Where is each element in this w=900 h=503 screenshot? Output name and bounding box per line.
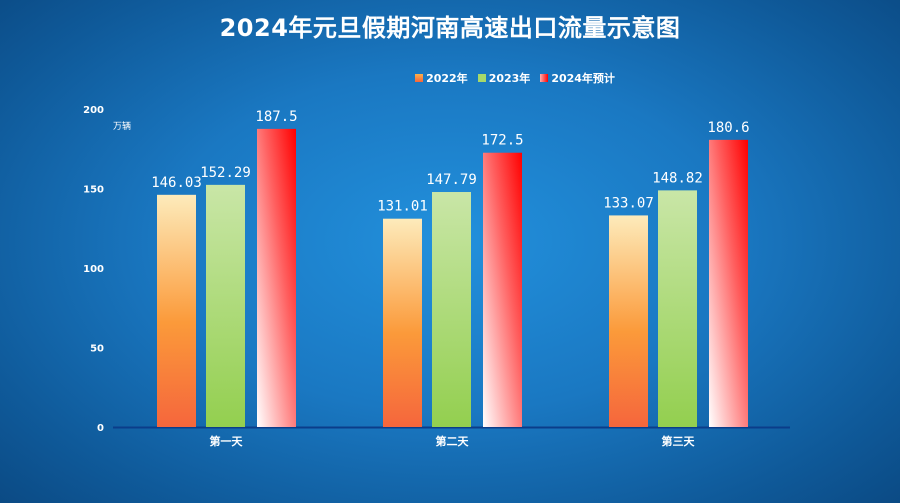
- data-label: 147.79: [426, 172, 477, 188]
- legend-label: 2024年预计: [551, 72, 615, 85]
- y-tick-label: 150: [83, 185, 104, 196]
- legend-label: 2023年: [488, 72, 531, 85]
- y-axis-label: 万辆: [113, 120, 131, 132]
- y-tick-label: 0: [97, 423, 104, 434]
- x-tick-label: 第三天: [662, 434, 696, 448]
- legend-item-2022[interactable]: 2022年: [415, 70, 468, 86]
- legend: 2022年 2023年 2024年预计: [0, 70, 900, 86]
- bar-1-0[interactable]: [206, 184, 245, 427]
- data-label: 148.82: [652, 170, 703, 186]
- legend-item-2024[interactable]: 2024年预计: [540, 70, 615, 86]
- bar-0-2[interactable]: [609, 215, 648, 427]
- data-label: 187.5: [255, 109, 297, 125]
- data-label: 172.5: [481, 133, 523, 149]
- legend-swatch: [540, 74, 549, 82]
- bar-0-0[interactable]: [157, 194, 196, 427]
- x-tick-label: 第二天: [436, 434, 470, 448]
- y-tick-label: 200: [83, 105, 104, 116]
- bar-1-1[interactable]: [432, 192, 471, 427]
- legend-label: 2022年: [426, 72, 468, 85]
- chart-title: 2024年元旦假期河南高速出口流量示意图: [219, 14, 681, 42]
- data-label: 131.01: [377, 199, 428, 215]
- data-label: 146.03: [151, 175, 202, 191]
- bar-2-0[interactable]: [257, 128, 296, 427]
- legend-swatch: [477, 74, 486, 82]
- x-tick-label: 第一天: [210, 434, 244, 448]
- bar-2-1[interactable]: [483, 152, 522, 427]
- bar-1-2[interactable]: [658, 190, 697, 427]
- bar-0-1[interactable]: [383, 218, 422, 427]
- data-label: 133.07: [603, 195, 654, 211]
- legend-item-2023[interactable]: 2023年: [477, 70, 531, 86]
- legend-swatch: [415, 74, 424, 82]
- bar-2-2[interactable]: [709, 139, 748, 427]
- y-tick-label: 50: [90, 344, 104, 355]
- data-label: 180.6: [707, 120, 749, 136]
- y-tick-label: 100: [83, 264, 104, 275]
- data-label: 152.29: [200, 165, 251, 181]
